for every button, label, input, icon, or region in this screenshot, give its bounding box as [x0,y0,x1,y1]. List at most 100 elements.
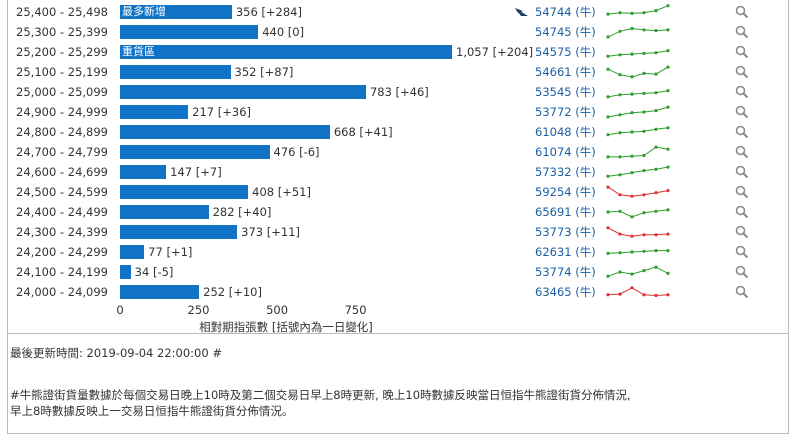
sparkline-point [666,105,670,109]
sparkline [606,165,670,178]
search-icon[interactable] [735,225,749,239]
sparkline-point [630,75,634,79]
sparkline-line [607,209,669,218]
sparkline [606,185,670,198]
strike-range: 24,900 - 24,999 [16,105,108,119]
sparkline-point [642,91,646,95]
sparkline-point [606,155,610,159]
volume-bar [120,265,131,279]
search-icon[interactable] [735,265,749,279]
sparkline-point [630,250,634,254]
warrant-code-link[interactable]: 54744 (牛) [535,5,596,19]
search-icon[interactable] [735,285,749,299]
sparkline [606,286,670,298]
bar-value-label: 1,057 [+204] [456,45,534,59]
sparkline-point [666,147,670,151]
sparkline-point [654,29,658,33]
sparkline-point [654,145,658,149]
sparkline [606,145,670,159]
sparkline-point [654,72,658,76]
last-updated: 最後更新時間: 2019-09-04 22:00:00 # [10,346,222,360]
search-icon[interactable] [735,45,749,59]
sparkline-point [618,251,622,255]
warrant-code-link[interactable]: 54745 (牛) [535,25,596,39]
strike-range: 25,400 - 25,498 [16,5,108,19]
table-row: 24,900 - 24,999 217 [+36] 53772 (牛) [8,102,788,122]
search-icon[interactable] [735,85,749,99]
strike-range: 25,000 - 25,099 [16,85,108,99]
table-row: 24,200 - 24,299 77 [+1] 62631 (牛) [8,242,788,262]
volume-bar [120,165,167,179]
sparkline-point [618,292,622,296]
search-icon[interactable] [735,205,749,219]
sparkline-point [654,191,658,195]
volume-bar [120,145,270,159]
sparkline-point [618,155,622,159]
table-row: 24,400 - 24,499 282 [+40] 65691 (牛) [8,202,788,222]
bar-value-label: 440 [0] [262,25,305,39]
search-icon[interactable] [735,165,749,179]
warrant-code-link[interactable]: 53772 (牛) [535,105,596,119]
sparkline-point [630,111,634,115]
sparkline-point [606,226,610,230]
warrant-code-link[interactable]: 53545 (牛) [535,85,596,99]
search-icon[interactable] [735,105,749,119]
warrant-code-link[interactable]: 61074 (牛) [535,145,596,159]
search-icon[interactable] [735,5,749,19]
search-icon[interactable] [735,245,749,259]
sparkline-point [666,189,670,193]
warrant-code-link[interactable]: 63465 (牛) [535,285,596,299]
sparkline-point [618,270,622,274]
sparkline-line [607,186,669,197]
sparkline-point [666,293,670,297]
search-icon[interactable] [735,25,749,39]
sparkline-point [642,211,646,215]
volume-bar [120,125,330,139]
volume-bar [120,285,200,299]
volume-bar: 重貨區 [120,45,452,59]
bar-value-label: 408 [+51] [252,185,311,199]
axis-tick-label: 250 [187,303,210,317]
warrant-code-link[interactable]: 65691 (牛) [535,205,596,219]
sparkline-point [630,286,634,290]
warrant-code-link[interactable]: 62631 (牛) [535,245,596,259]
strike-range: 24,400 - 24,499 [16,205,108,219]
sparkline-point [618,193,622,197]
table-row: 24,700 - 24,799 476 [-6] 61074 (牛) [8,142,788,162]
axis-tick-label: 0 [116,303,124,317]
strike-range: 24,800 - 24,899 [16,125,108,139]
bar-value-label: 476 [-6] [273,145,320,159]
sparkline [606,226,670,238]
sparkline-point [642,110,646,114]
table-row: 25,200 - 25,299 重貨區 1,057 [+204] 54575 (牛) [8,42,788,62]
table-row: 25,000 - 25,099 783 [+46] 53545 (牛) [8,82,788,102]
sparkline-point [642,233,646,237]
sparkline [606,26,670,39]
warrant-code-link[interactable]: 53773 (牛) [535,225,596,239]
sparkline-line [607,106,669,118]
search-icon[interactable] [735,125,749,139]
warrant-code-link[interactable]: 59254 (牛) [535,185,596,199]
footer-note-line-2: 早上8時數據反映上一交易日恒指牛熊證街貨分佈情況。 [10,404,294,418]
table-row: 25,400 - 25,498 最多新增 356 [+284] 54744 (牛) [8,2,788,22]
volume-bar [120,65,231,79]
warrant-code-link[interactable]: 54575 (牛) [535,45,596,59]
search-icon[interactable] [735,145,749,159]
search-icon[interactable] [735,185,749,199]
axis-tick-label: 750 [344,303,367,317]
search-icon[interactable] [735,65,749,79]
bar-tag: 重貨區 [122,45,155,58]
warrant-code-link[interactable]: 53774 (牛) [535,265,596,279]
sparkline-point [666,28,670,32]
warrant-code-link[interactable]: 54661 (牛) [535,65,596,79]
sparkline-point [642,193,646,197]
sparkline-point [666,49,670,53]
strike-range: 24,700 - 24,799 [16,145,108,159]
sparkline-point [654,265,658,269]
sparkline-point [606,274,610,278]
sparkline [606,208,670,219]
warrant-code-link[interactable]: 61048 (牛) [535,125,596,139]
sparkline-point [666,271,670,275]
sparkline [606,65,670,79]
warrant-code-link[interactable]: 57332 (牛) [535,165,596,179]
